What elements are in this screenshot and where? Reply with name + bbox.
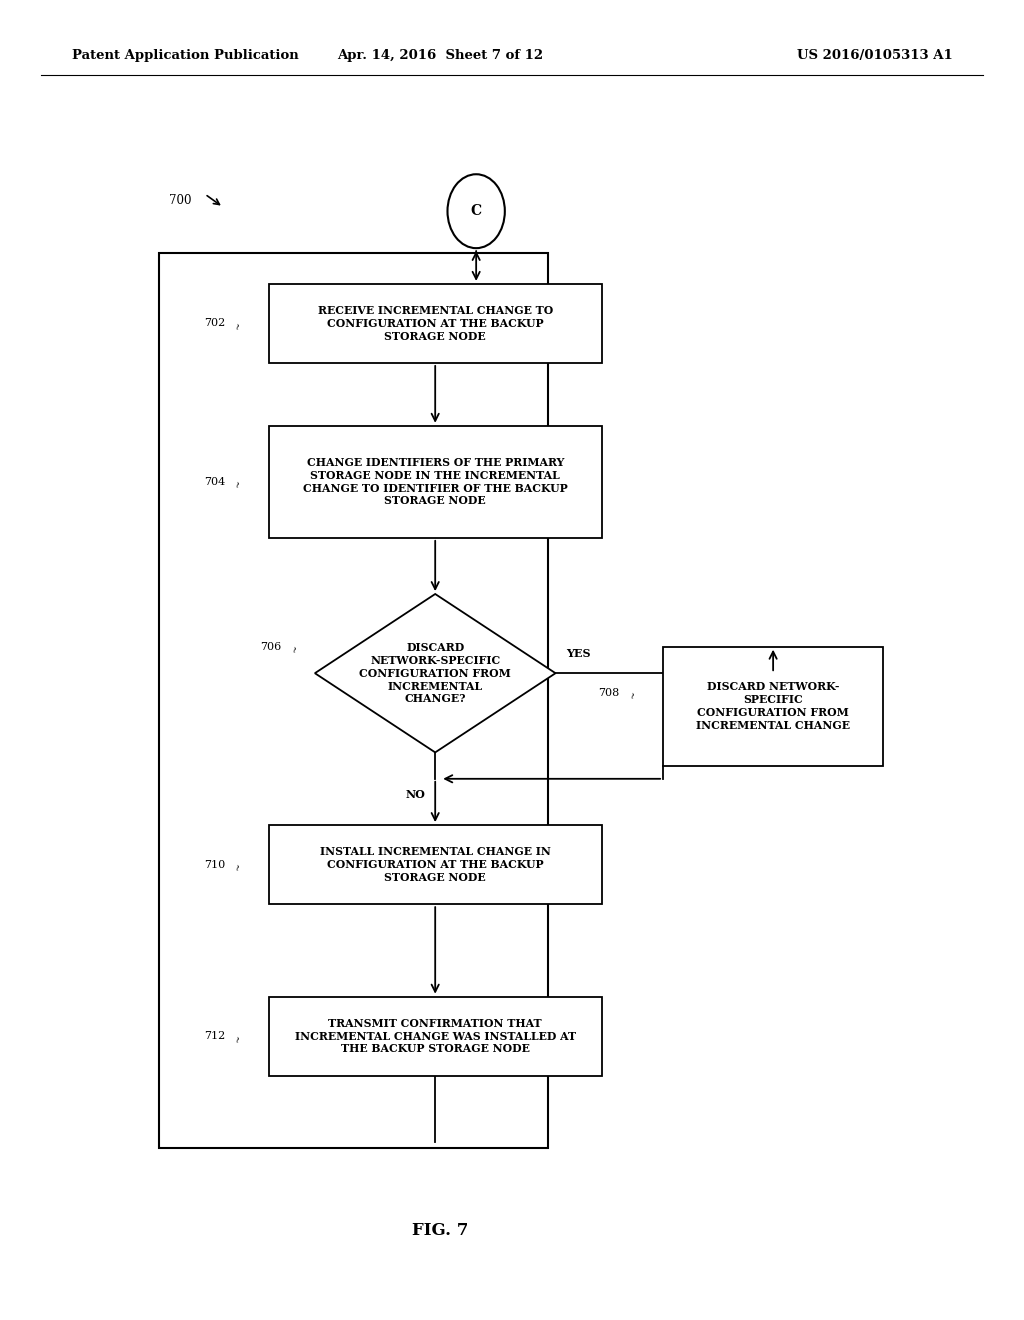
Text: CHANGE IDENTIFIERS OF THE PRIMARY
STORAGE NODE IN THE INCREMENTAL
CHANGE TO IDEN: CHANGE IDENTIFIERS OF THE PRIMARY STORAG…	[303, 457, 567, 507]
Text: YES: YES	[565, 648, 590, 659]
Text: ~: ~	[233, 480, 244, 488]
Text: C: C	[471, 205, 481, 218]
Polygon shape	[315, 594, 555, 752]
Text: 702: 702	[204, 318, 225, 329]
Text: 712: 712	[204, 1031, 225, 1041]
Text: Patent Application Publication: Patent Application Publication	[72, 49, 298, 62]
FancyBboxPatch shape	[268, 425, 601, 539]
Text: US 2016/0105313 A1: US 2016/0105313 A1	[797, 49, 952, 62]
Text: DISCARD
NETWORK-SPECIFIC
CONFIGURATION FROM
INCREMENTAL
CHANGE?: DISCARD NETWORK-SPECIFIC CONFIGURATION F…	[359, 642, 511, 705]
Text: DISCARD NETWORK-
SPECIFIC
CONFIGURATION FROM
INCREMENTAL CHANGE: DISCARD NETWORK- SPECIFIC CONFIGURATION …	[696, 681, 850, 731]
Text: 706: 706	[260, 642, 282, 652]
FancyBboxPatch shape	[664, 647, 883, 766]
Text: ~: ~	[290, 645, 300, 653]
Text: RECEIVE INCREMENTAL CHANGE TO
CONFIGURATION AT THE BACKUP
STORAGE NODE: RECEIVE INCREMENTAL CHANGE TO CONFIGURAT…	[317, 305, 553, 342]
Text: ~: ~	[233, 1035, 244, 1043]
Text: INSTALL INCREMENTAL CHANGE IN
CONFIGURATION AT THE BACKUP
STORAGE NODE: INSTALL INCREMENTAL CHANGE IN CONFIGURAT…	[319, 846, 551, 883]
Text: 704: 704	[204, 477, 225, 487]
Text: 708: 708	[598, 688, 620, 698]
FancyBboxPatch shape	[268, 825, 601, 904]
Text: NO: NO	[406, 789, 425, 800]
Text: ~: ~	[233, 322, 244, 330]
Text: 710: 710	[204, 859, 225, 870]
FancyBboxPatch shape	[268, 997, 601, 1076]
Text: ~: ~	[628, 692, 638, 700]
Text: Apr. 14, 2016  Sheet 7 of 12: Apr. 14, 2016 Sheet 7 of 12	[337, 49, 544, 62]
Text: 700: 700	[169, 194, 191, 207]
Text: FIG. 7: FIG. 7	[412, 1222, 469, 1238]
FancyBboxPatch shape	[268, 284, 601, 363]
Text: TRANSMIT CONFIRMATION THAT
INCREMENTAL CHANGE WAS INSTALLED AT
THE BACKUP STORAG: TRANSMIT CONFIRMATION THAT INCREMENTAL C…	[295, 1018, 575, 1055]
Circle shape	[447, 174, 505, 248]
Text: ~: ~	[233, 863, 244, 871]
